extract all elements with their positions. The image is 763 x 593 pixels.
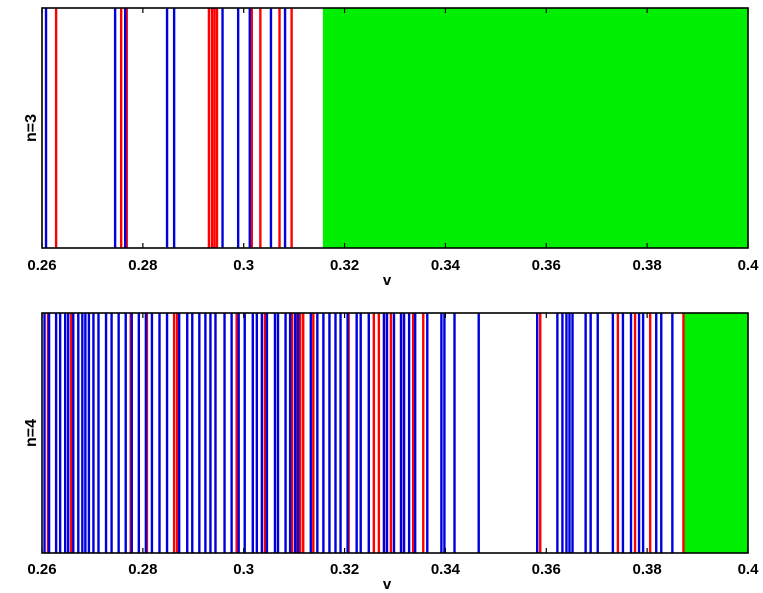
axes-frame [41,312,749,554]
x-tick-label: 0.26 [27,561,56,578]
green-region [322,8,748,248]
x-tick-label: 0.3 [233,257,254,274]
x-tick-label: 0.36 [532,257,561,274]
x-tick-label: 0.38 [633,561,662,578]
x-tick-label: 0.38 [633,257,662,274]
x-tick-label: 0.34 [431,561,461,578]
axes-frame [41,7,749,249]
x-tick-label: 0.32 [330,257,359,274]
x-tick-label: 0.4 [738,561,760,578]
x-axis-label: v [383,576,392,593]
x-axis-label: v [383,272,392,289]
chart-panel-1: 0.26 0.28 0.3 0.32 0.34 0.36 0.38 0.4 v n=3 [23,7,760,289]
y-axis-label: n=4 [23,419,40,447]
x-tick-label: 0.32 [330,561,359,578]
x-tick-label: 0.36 [532,561,561,578]
x-tick-label: 0.3 [233,561,254,578]
x-tick-label: 0.34 [431,257,461,274]
green-region [684,313,748,553]
x-tick-label: 0.28 [128,561,157,578]
chart-panel-2: 0.26 0.28 0.3 0.32 0.34 0.36 0.38 0.4 v n=4 [23,312,760,593]
x-tick-label: 0.4 [738,257,760,274]
y-axis-label: n=3 [23,114,40,142]
x-tick-label: 0.26 [27,257,56,274]
x-tick-label: 0.28 [128,257,157,274]
